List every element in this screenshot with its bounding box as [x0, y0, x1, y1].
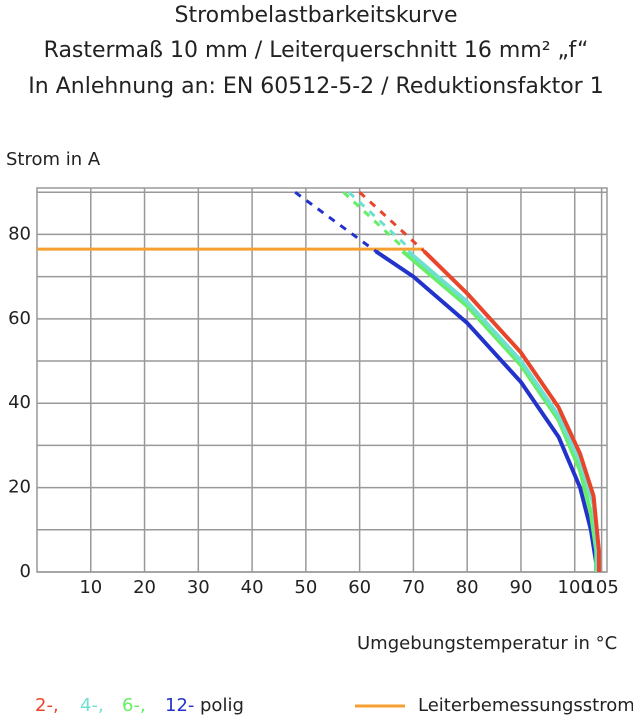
y-tick-label: 80 [8, 223, 31, 244]
series-line [401, 249, 599, 572]
y-tick-label: 40 [8, 392, 31, 413]
extrapolated-line [342, 191, 404, 249]
chart-title: Rastermaß 10 mm / Leiterquerschnitt 16 m… [44, 38, 589, 63]
x-tick-label: 70 [402, 577, 425, 598]
extrapolated-line [294, 191, 377, 253]
y-tick-label: 60 [8, 308, 31, 329]
legend-label: 2-, [35, 695, 59, 716]
series-line [374, 249, 599, 572]
x-tick-label: 60 [348, 577, 371, 598]
x-tick-label: 90 [510, 577, 533, 598]
legend-label: 12- [165, 695, 194, 716]
x-tick-label: 80 [456, 577, 479, 598]
x-tick-label: 100 [558, 577, 592, 598]
legend-label: 6-, [122, 695, 146, 716]
x-axis-label: Umgebungstemperatur in °C [357, 633, 617, 654]
series-line [406, 249, 600, 572]
extrapolated-line [347, 191, 410, 249]
y-tick-label: 20 [8, 477, 31, 498]
x-tick-label: 20 [133, 577, 156, 598]
legend-label: 4-, [80, 695, 104, 716]
x-tick-label: 10 [79, 577, 102, 598]
extrapolated-line [358, 191, 426, 253]
legend-suffix: polig [200, 695, 244, 716]
series-line [422, 249, 601, 572]
y-tick-label: 0 [20, 561, 31, 582]
chart-title: In Anlehnung an: EN 60512-5-2 / Reduktio… [28, 74, 603, 99]
x-tick-label: 50 [294, 577, 317, 598]
y-axis-label: Strom in A [6, 149, 101, 170]
chart-title: Strombelastbarkeitskurve [174, 3, 457, 28]
x-tick-label: 105 [584, 577, 618, 598]
x-tick-label: 30 [187, 577, 210, 598]
x-tick-label: 40 [241, 577, 264, 598]
legend-label: Leiterbemessungsstrom [418, 695, 633, 716]
